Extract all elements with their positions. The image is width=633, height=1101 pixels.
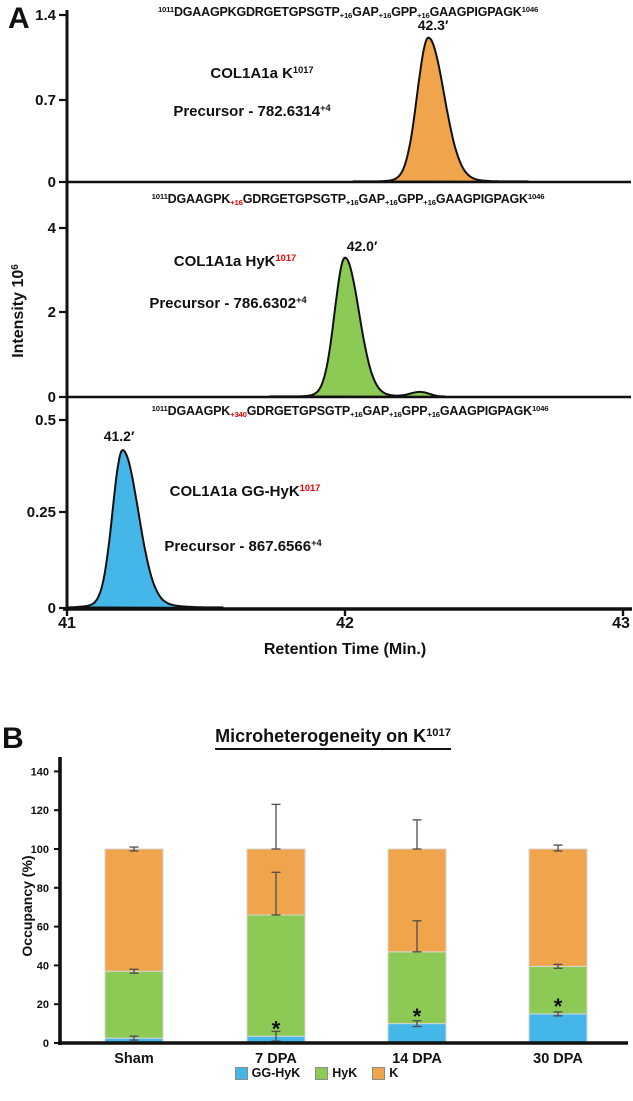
a1-ytick-zero: 0 [47, 174, 56, 191]
bar-sham-hyk [104, 970, 164, 1039]
precursor-hyk: Precursor - 786.6302+4 [149, 295, 307, 312]
b-y-tick-label-140: 140 [31, 766, 49, 778]
peak-rt-label-gg-hyk: 41.2′ [103, 428, 135, 444]
category-label-sham: Sham [114, 1051, 154, 1067]
b-category-labels: Sham 7 DPA 14 DPA 30 DPA [114, 1051, 583, 1067]
a2-ytick-mid: 2 [47, 304, 56, 321]
peak-trace-0 [352, 36, 530, 183]
a-x-tick-marks [65, 609, 625, 616]
b-y-tick-label-120: 120 [31, 805, 49, 817]
b-y-tick-label-0: 0 [43, 1038, 49, 1050]
panel-b-title: Microheterogeneity on K1017 [215, 726, 451, 750]
legend-swatch-gg-hyk-icon [234, 1066, 248, 1080]
trace-name-hyk: COL1A1a HyK1017 [173, 253, 297, 270]
precursor-k: Precursor - 782.6314+4 [173, 103, 331, 120]
legend-item-hyk: HyK [315, 1066, 357, 1080]
precursor-gg-hyk: Precursor - 867.6566+4 [164, 538, 322, 555]
a-y-tick-marks [59, 13, 67, 610]
legend: GG-HyK HyK K [0, 1066, 633, 1080]
chromatogram-panel [59, 10, 632, 616]
panel-a-letter: A [8, 2, 30, 35]
peak-trace-1 [268, 256, 447, 398]
stacked-bars [104, 848, 588, 1044]
a-xtick-42: 42 [336, 615, 354, 632]
bar-30-dpa-k [528, 848, 588, 967]
legend-label-k: K [389, 1066, 399, 1080]
a3-ytick-mid: 0.25 [26, 504, 56, 521]
chromatogram-peaks [67, 36, 530, 609]
legend-label-hyk: HyK [332, 1066, 358, 1080]
a-x-axis-title: Retention Time (Min.) [263, 641, 427, 658]
bar-chart-panel: * * * 0 20 40 60 80 100 120 140 Sham 7 DPA 14 DPA 30… [31, 757, 628, 1067]
significance-markers: * * * [272, 994, 563, 1041]
b-y-tick-label-80: 80 [37, 883, 49, 895]
a-y-axis-title: Intensity 106 [10, 264, 27, 358]
significance-asterisk: * [413, 1004, 422, 1029]
b-y-tick-label-20: 20 [37, 999, 49, 1011]
peak-rt-label-k: 42.3′ [417, 17, 449, 33]
peptide-sequence-k: 1011DGAAGPKGDRGETGPSGTP+16GAP+16GPP+16GA… [157, 5, 539, 21]
b-y-ticks: 0 20 40 60 80 100 120 140 [31, 766, 60, 1050]
significance-asterisk: * [272, 1016, 281, 1041]
peak-trace-2 [67, 449, 224, 609]
b-y-tick-label-40: 40 [37, 960, 49, 972]
category-label-7-dpa: 7 DPA [255, 1051, 297, 1067]
legend-item-gg-hyk: GG-HyK [234, 1066, 301, 1080]
peptide-sequence-hyk: 1011DGAAGPK+16GDRGETGPSGTP+16GAP+16GPP+1… [151, 192, 545, 208]
panel-b-letter: B [2, 722, 24, 755]
b-y-axis-title: Occupancy (%) [19, 855, 35, 957]
b-y-tick-label-100: 100 [31, 844, 49, 856]
peak-rt-label-hyk: 42.0′ [346, 238, 378, 254]
trace-name-k: COL1A1a K1017 [210, 65, 314, 82]
a2-ytick-zero: 0 [47, 389, 56, 406]
legend-label-gg-hyk: GG-HyK [251, 1066, 301, 1080]
bar-sham-k [104, 848, 164, 972]
legend-swatch-k-icon [372, 1066, 386, 1080]
a-xtick-41: 41 [58, 615, 76, 632]
a2-ytick-max: 4 [47, 220, 56, 237]
a1-ytick-mid: 0.7 [35, 92, 56, 109]
significance-asterisk: * [554, 994, 563, 1019]
b-y-tick-label-60: 60 [37, 922, 49, 934]
peptide-sequence-gg-hyk: 1011DGAAGPK+340GDRGETGPSGTP+16GAP+16GPP+… [151, 404, 549, 420]
trace-name-gg-hyk: COL1A1a GG-HyK1017 [169, 483, 321, 500]
a1-ytick-max: 1.4 [35, 7, 56, 24]
legend-item-k: K [372, 1066, 398, 1080]
a3-ytick-zero: 0 [47, 600, 56, 617]
legend-swatch-hyk-icon [315, 1066, 329, 1080]
bar-30-dpa-hyk [528, 965, 588, 1015]
bar-7-dpa-hyk [246, 914, 306, 1037]
category-label-14-dpa: 14 DPA [392, 1051, 442, 1067]
category-label-30-dpa: 30 DPA [533, 1051, 583, 1067]
error-bars [129, 803, 563, 1042]
a-xtick-43: 43 [612, 615, 630, 632]
a3-ytick-max: 0.5 [35, 412, 56, 429]
